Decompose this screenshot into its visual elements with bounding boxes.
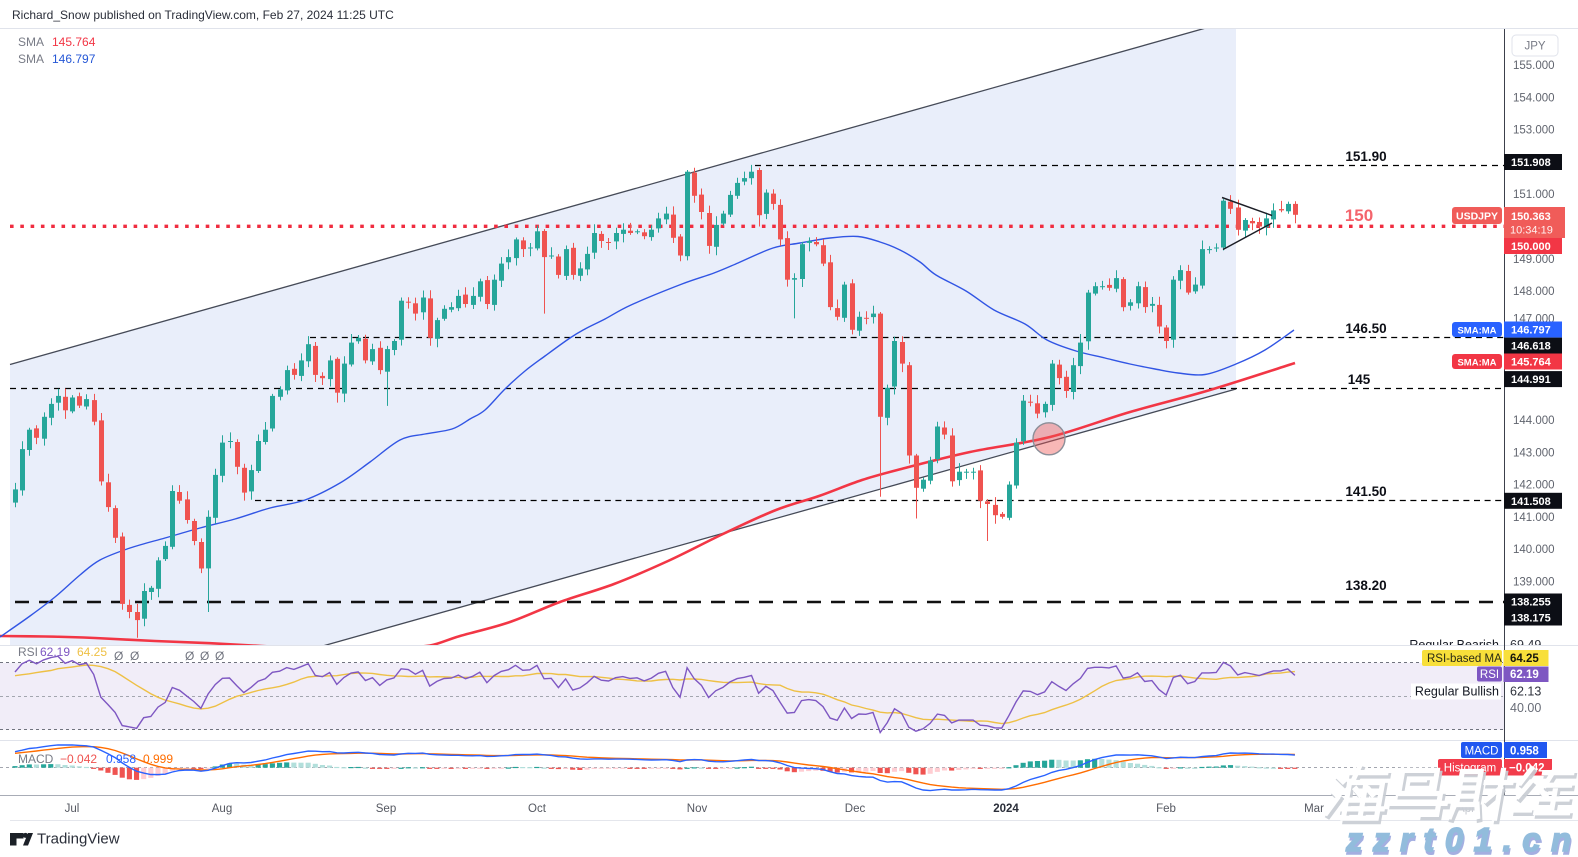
svg-text:145: 145 <box>1348 372 1371 387</box>
svg-text:TradingView: TradingView <box>37 831 120 848</box>
svg-text:Regular Bearish: Regular Bearish <box>1409 638 1499 652</box>
svg-text:151.000: 151.000 <box>1513 189 1555 201</box>
svg-text:0.958: 0.958 <box>1510 746 1539 758</box>
svg-text:Regular Bullish: Regular Bullish <box>1415 685 1499 699</box>
svg-text:153.000: 153.000 <box>1513 125 1555 137</box>
svg-text:151.908: 151.908 <box>1511 157 1551 169</box>
svg-text:142.000: 142.000 <box>1513 480 1555 492</box>
svg-text:0.958: 0.958 <box>106 752 136 766</box>
svg-text:RSI-based MA: RSI-based MA <box>1427 653 1502 665</box>
svg-text:145.764: 145.764 <box>1511 357 1552 369</box>
svg-text:SMA:MA: SMA:MA <box>1457 358 1496 369</box>
svg-text:62.19: 62.19 <box>1510 669 1539 681</box>
svg-text:146.618: 146.618 <box>1511 341 1551 353</box>
svg-text:145.764: 145.764 <box>52 35 96 49</box>
svg-text:64.25: 64.25 <box>1510 653 1539 665</box>
svg-text:Oct: Oct <box>528 803 547 815</box>
svg-text:150.363: 150.363 <box>1511 211 1551 223</box>
svg-text:138.175: 138.175 <box>1511 613 1551 625</box>
svg-text:10:34:19: 10:34:19 <box>1510 225 1553 237</box>
svg-text:150.000: 150.000 <box>1511 241 1551 253</box>
svg-text:RSI: RSI <box>1480 669 1499 681</box>
svg-text:Nov: Nov <box>687 803 708 815</box>
svg-text:JPY: JPY <box>1524 41 1545 53</box>
svg-text:149.000: 149.000 <box>1513 254 1555 266</box>
svg-text:143.000: 143.000 <box>1513 447 1555 459</box>
svg-text:Sep: Sep <box>376 803 396 815</box>
svg-text:Mar: Mar <box>1304 803 1324 815</box>
svg-text:SMA:MA: SMA:MA <box>1457 326 1496 337</box>
svg-text:Ø: Ø <box>114 649 123 663</box>
svg-text:146.797: 146.797 <box>52 52 96 66</box>
svg-text:SMA: SMA <box>18 35 44 49</box>
svg-text:155.000: 155.000 <box>1513 60 1555 72</box>
svg-text:64.25: 64.25 <box>77 645 107 659</box>
svg-text:Aug: Aug <box>212 803 232 815</box>
svg-text:141.000: 141.000 <box>1513 512 1555 524</box>
svg-text:2024: 2024 <box>993 803 1019 815</box>
svg-text:146.50: 146.50 <box>1345 321 1386 336</box>
svg-text:SMA: SMA <box>18 52 44 66</box>
svg-text:Ø: Ø <box>200 649 209 663</box>
svg-text:MACD: MACD <box>18 752 54 766</box>
svg-text:−0.042: −0.042 <box>60 752 97 766</box>
svg-text:148.000: 148.000 <box>1513 286 1555 298</box>
svg-text:RSI: RSI <box>18 645 38 659</box>
svg-text:146.797: 146.797 <box>1511 325 1551 337</box>
svg-text:40.00: 40.00 <box>1510 701 1541 715</box>
svg-text:zzrt01.cn: zzrt01.cn <box>1346 824 1578 857</box>
svg-text:USDJPY: USDJPY <box>1456 211 1498 223</box>
svg-text:62.19: 62.19 <box>40 645 70 659</box>
svg-text:140.000: 140.000 <box>1513 544 1555 556</box>
svg-text:150: 150 <box>1345 206 1373 225</box>
svg-text:zzrt01.cn: zzrt01.cn <box>1345 821 1578 857</box>
svg-text:154.000: 154.000 <box>1513 93 1555 105</box>
svg-text:144.991: 144.991 <box>1511 374 1551 386</box>
svg-text:Feb: Feb <box>1156 803 1176 815</box>
svg-text:Dec: Dec <box>845 803 866 815</box>
svg-text:139.000: 139.000 <box>1513 576 1555 588</box>
svg-text:Ø: Ø <box>215 649 224 663</box>
svg-text:141.50: 141.50 <box>1345 484 1386 499</box>
svg-text:Richard_Snow published on Trad: Richard_Snow published on TradingView.co… <box>12 8 394 22</box>
svg-text:138.20: 138.20 <box>1345 578 1386 593</box>
svg-text:0.999: 0.999 <box>143 752 173 766</box>
svg-text:69.49: 69.49 <box>1510 638 1541 652</box>
svg-text:62.13: 62.13 <box>1510 685 1541 699</box>
svg-text:151.90: 151.90 <box>1345 149 1386 164</box>
svg-text:141.508: 141.508 <box>1511 496 1551 508</box>
svg-text:MACD: MACD <box>1465 746 1499 758</box>
svg-text:Jul: Jul <box>65 803 80 815</box>
svg-text:Ø: Ø <box>185 649 194 663</box>
svg-text:Ø: Ø <box>130 649 139 663</box>
svg-text:144.000: 144.000 <box>1513 415 1555 427</box>
svg-text:138.255: 138.255 <box>1511 597 1551 609</box>
